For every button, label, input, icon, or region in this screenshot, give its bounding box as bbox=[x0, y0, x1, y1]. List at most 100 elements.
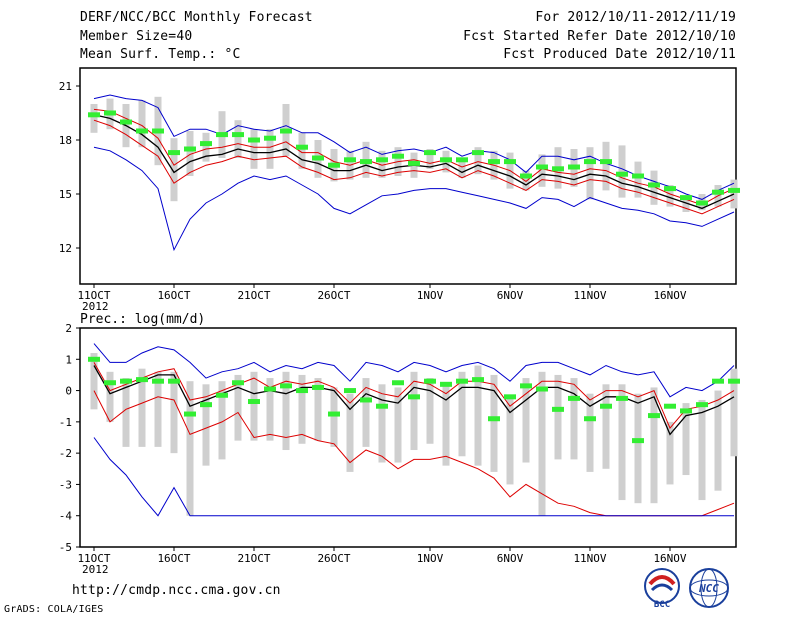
obs-marker bbox=[568, 164, 580, 170]
obs-marker bbox=[328, 411, 340, 417]
obs-marker bbox=[632, 438, 644, 444]
obs-marker bbox=[488, 416, 500, 422]
range-box bbox=[506, 396, 514, 485]
obs-marker bbox=[424, 150, 436, 156]
obs-marker bbox=[584, 416, 596, 422]
obs-marker bbox=[168, 150, 180, 156]
range-box bbox=[346, 393, 354, 472]
range-box bbox=[90, 104, 98, 133]
range-box bbox=[618, 384, 626, 501]
obs-marker bbox=[584, 159, 596, 165]
range-box bbox=[202, 132, 210, 162]
grads-credit: GrADS: COLA/IGES bbox=[4, 604, 104, 615]
range-box bbox=[330, 387, 338, 447]
series-line-max bbox=[93, 94, 735, 200]
member-size: Member Size=40 bbox=[80, 29, 193, 44]
series-line-p_high bbox=[93, 108, 735, 206]
range-box bbox=[234, 374, 242, 441]
obs-marker bbox=[424, 378, 436, 384]
obs-marker bbox=[504, 159, 516, 165]
series-line-min bbox=[93, 437, 734, 517]
chart-title: DERF/NCC/BCC Monthly Forecast bbox=[80, 10, 313, 25]
range-box bbox=[122, 378, 130, 447]
range-box bbox=[554, 374, 562, 460]
range-box bbox=[234, 120, 242, 158]
temp-panel-label: Mean Surf. Temp.: °C bbox=[80, 47, 241, 62]
range-box bbox=[682, 403, 690, 476]
obs-marker bbox=[104, 110, 116, 116]
obs-marker bbox=[616, 395, 628, 401]
obs-marker bbox=[248, 137, 260, 143]
x-tick-label: 6NOV bbox=[497, 289, 524, 302]
x-tick-label: 1NOV bbox=[417, 289, 444, 302]
y-tick-label: -1 bbox=[59, 416, 72, 429]
obs-marker bbox=[712, 378, 724, 384]
range-box bbox=[602, 384, 610, 469]
x-tick-label: 11NOV bbox=[573, 289, 606, 302]
x-tick-year: 2012 bbox=[82, 300, 109, 313]
obs-marker bbox=[248, 399, 260, 405]
range-box bbox=[426, 378, 434, 444]
obs-marker bbox=[344, 388, 356, 394]
range-box bbox=[618, 145, 626, 198]
x-tick-label: 26OCT bbox=[317, 552, 350, 565]
range-box bbox=[586, 147, 594, 200]
obs-marker bbox=[440, 381, 452, 387]
range-box bbox=[730, 368, 738, 457]
obs-marker bbox=[392, 380, 404, 386]
x-tick-label: 11OCT bbox=[77, 552, 110, 565]
obs-marker bbox=[632, 173, 644, 179]
plot-frame bbox=[79, 67, 737, 285]
range-box bbox=[314, 378, 322, 441]
range-box bbox=[426, 149, 434, 169]
obs-marker bbox=[296, 144, 308, 150]
series-line-p_low bbox=[93, 119, 735, 215]
range-box bbox=[586, 393, 594, 472]
range-box bbox=[138, 368, 146, 447]
bcc-logo: BCC bbox=[644, 568, 680, 610]
obs-marker bbox=[408, 160, 420, 166]
series-line-min bbox=[93, 146, 735, 252]
obs-marker bbox=[88, 356, 100, 362]
obs-marker bbox=[168, 378, 180, 384]
range-box bbox=[250, 371, 258, 441]
series-line-p_high bbox=[93, 362, 735, 430]
ncc-logo: NCC bbox=[689, 568, 729, 608]
obs-marker bbox=[728, 378, 740, 384]
produced-date: Fcst Produced Date 2012/10/11 bbox=[503, 47, 736, 62]
range-box bbox=[186, 381, 194, 516]
range-box bbox=[266, 378, 274, 441]
obs-marker bbox=[152, 128, 164, 134]
obs-marker bbox=[728, 187, 740, 193]
x-tick-label: 16OCT bbox=[157, 289, 190, 302]
range-box bbox=[602, 141, 610, 191]
obs-marker bbox=[232, 132, 244, 138]
series-line-max bbox=[93, 343, 735, 398]
range-box bbox=[458, 371, 466, 457]
range-box bbox=[170, 138, 178, 202]
range-box bbox=[474, 147, 482, 175]
y-tick-label: 15 bbox=[59, 188, 72, 201]
y-tick-label: -4 bbox=[59, 510, 73, 523]
x-tick-label: 6NOV bbox=[497, 552, 524, 565]
range-box bbox=[394, 387, 402, 463]
obs-marker bbox=[344, 157, 356, 163]
obs-marker bbox=[312, 155, 324, 161]
obs-marker bbox=[696, 200, 708, 206]
obs-marker bbox=[232, 380, 244, 386]
range-box bbox=[650, 170, 658, 205]
range-box bbox=[90, 353, 98, 410]
y-tick-label: -2 bbox=[59, 447, 72, 460]
y-tick-label: 21 bbox=[59, 80, 72, 93]
range-box bbox=[666, 185, 674, 207]
obs-marker bbox=[312, 384, 324, 390]
range-box bbox=[154, 371, 162, 447]
y-tick-label: -5 bbox=[59, 541, 72, 554]
obs-marker bbox=[488, 159, 500, 165]
obs-marker bbox=[88, 112, 100, 118]
obs-marker bbox=[280, 128, 292, 134]
obs-marker bbox=[680, 408, 692, 414]
obs-marker bbox=[680, 195, 692, 201]
